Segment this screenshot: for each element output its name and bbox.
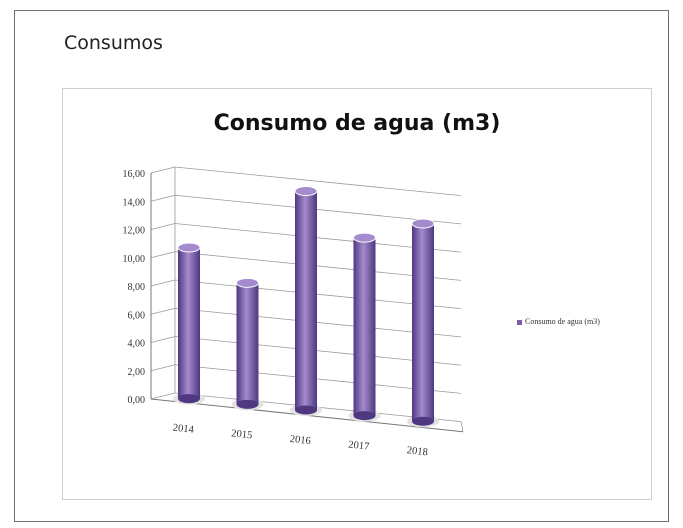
bar-bottom (236, 399, 259, 409)
section-title: Consumos (64, 32, 163, 54)
bar-top (177, 242, 201, 253)
bar (412, 223, 434, 422)
legend-label: Consumo de agua (m3) (525, 317, 600, 326)
x-tick-label: 2016 (289, 434, 311, 447)
legend: Consumo de agua (m3) (517, 317, 600, 326)
y-tick-label: 8,00 (128, 282, 146, 293)
depth-line (150, 279, 176, 287)
y-tick-label: 12,00 (123, 226, 146, 237)
chart-container: Consumo de agua (m3) 0,00 2,00 4,00 6,00 8,0… (62, 88, 652, 500)
y-tick-label: 4,00 (128, 339, 146, 350)
y-tick-label: 2,00 (128, 367, 146, 378)
floor-edge (460, 421, 464, 432)
bar-top (411, 218, 435, 229)
y-tick-label: 0,00 (128, 395, 146, 406)
y-tick-label: 14,00 (123, 197, 146, 208)
bar (295, 191, 317, 410)
x-tick-label: 2015 (231, 428, 253, 441)
y-tick-label: 6,00 (128, 310, 146, 321)
depth-line (150, 166, 176, 174)
bar-bottom (295, 405, 317, 415)
bar-bottom (353, 411, 376, 421)
chart-plot: 0,00 2,00 4,00 6,00 8,00 10,00 12,00 14,00 16,00… (123, 166, 464, 458)
depth-line (150, 194, 176, 202)
bar (353, 237, 376, 416)
bar-bottom (178, 394, 200, 404)
chart-title: Consumo de agua (m3) (213, 111, 501, 136)
depth-line (150, 251, 176, 259)
depth-line (150, 223, 176, 230)
x-tick-label: 2014 (172, 423, 195, 436)
depth-line (150, 307, 176, 315)
x-tick-label: 2017 (348, 440, 370, 453)
legend-swatch (517, 319, 522, 325)
bar-top (353, 232, 376, 243)
depth-line (150, 336, 176, 343)
x-tick-label: 2018 (406, 445, 428, 458)
bar-top (236, 277, 259, 288)
bar (178, 247, 200, 399)
depth-line (150, 392, 176, 400)
bar-bottom (412, 416, 434, 426)
y-tick-label: 10,00 (123, 254, 146, 265)
gridline (174, 194, 462, 225)
depth-line (150, 364, 176, 372)
bar (236, 282, 259, 405)
y-tick-label: 16,00 (123, 169, 146, 180)
gridline (174, 166, 462, 196)
bar-top (294, 186, 318, 197)
